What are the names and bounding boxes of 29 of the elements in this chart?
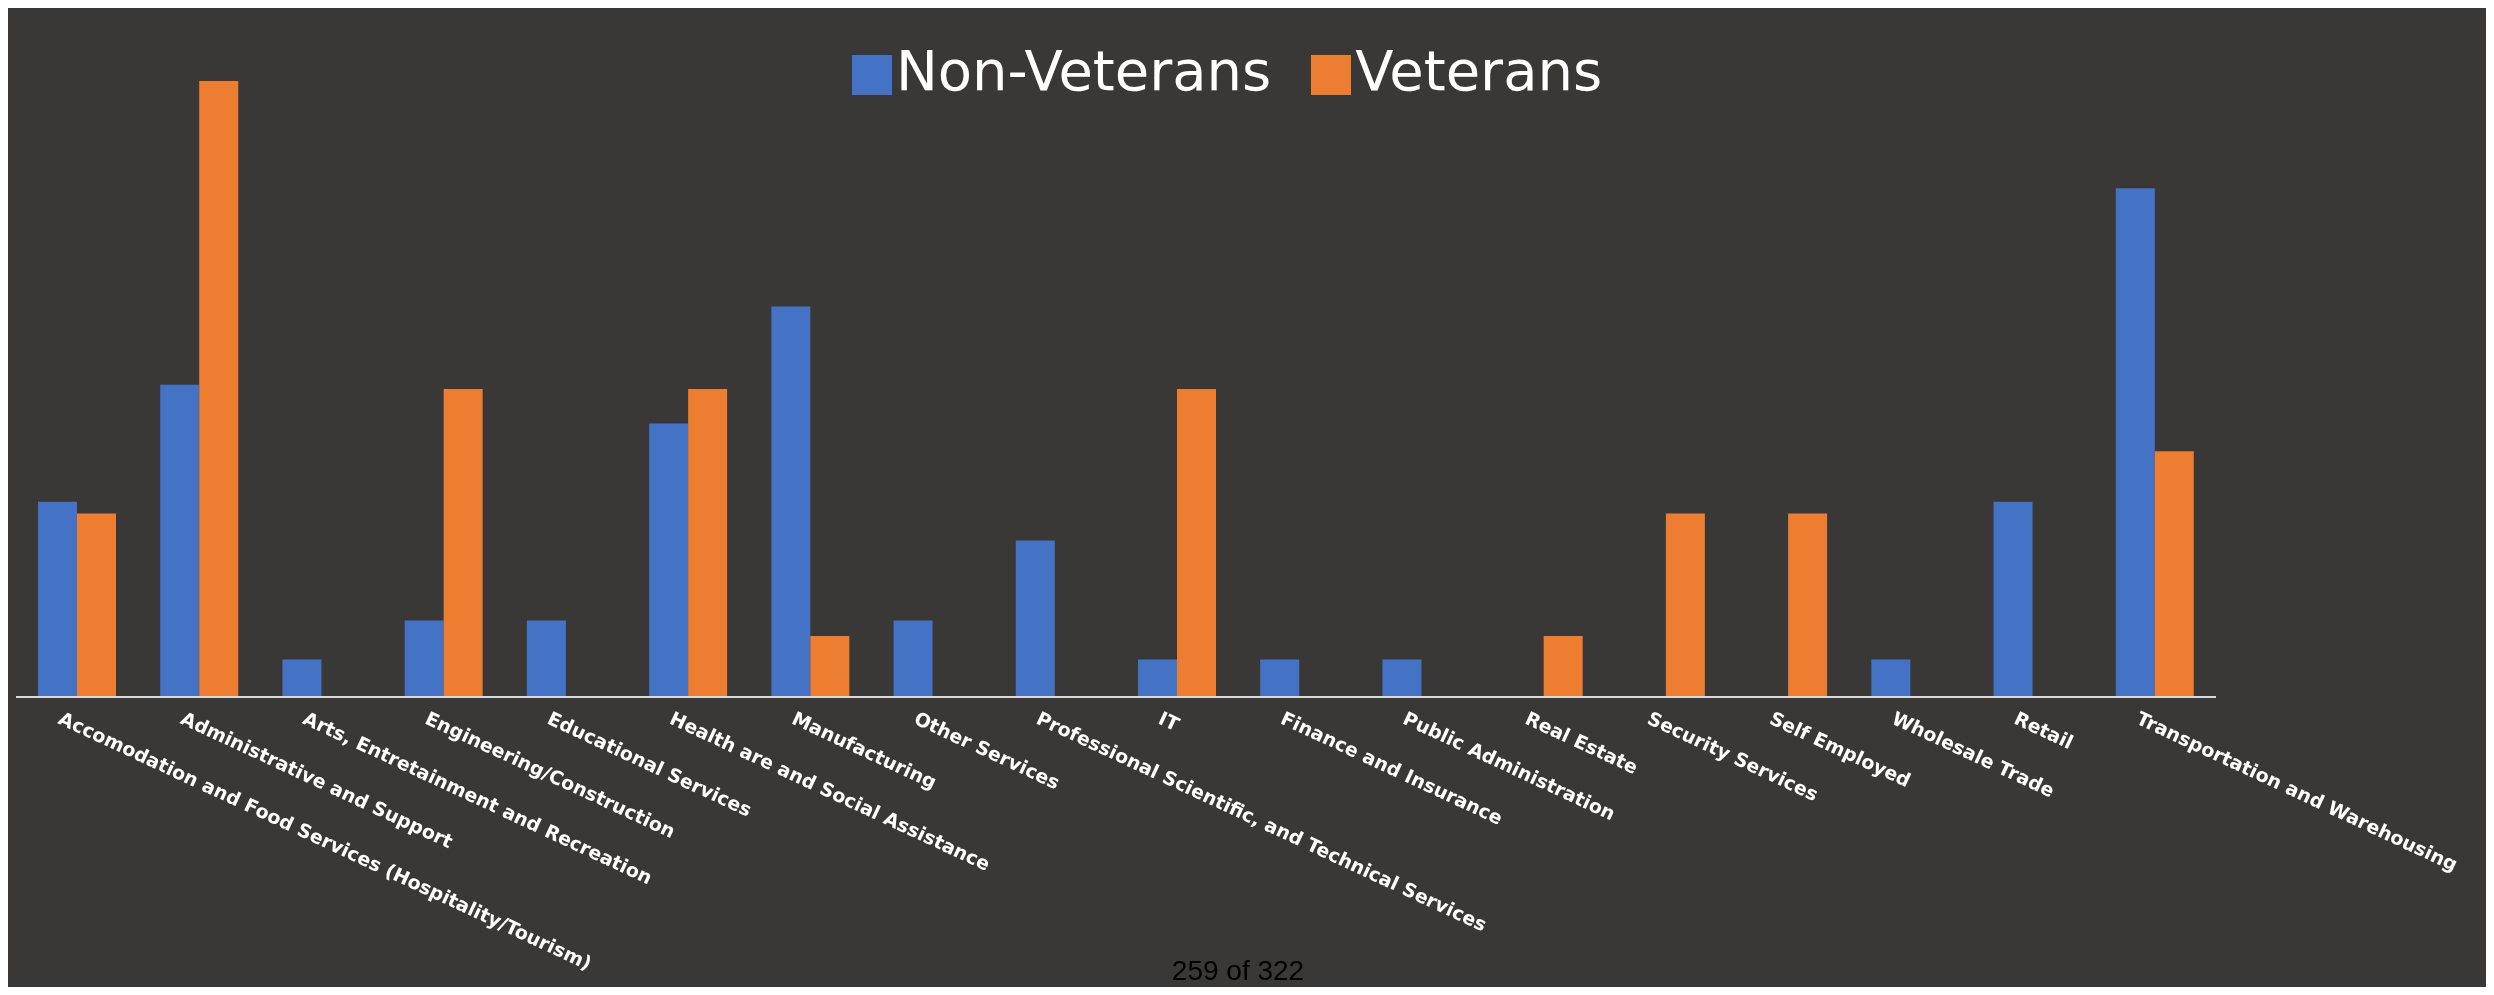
bar: [1260, 659, 1300, 697]
bar: [1177, 389, 1216, 697]
legend-label: Veterans: [1355, 38, 1603, 103]
bar: [77, 513, 116, 697]
bar: [404, 620, 444, 697]
bar: [1015, 540, 1055, 697]
bar: [1543, 636, 1583, 697]
bar: [526, 620, 566, 697]
bar: [1788, 513, 1828, 697]
x-tick-label: IT: [1155, 706, 1183, 736]
bar: [1993, 501, 2033, 697]
bar: [688, 389, 728, 697]
bar: [2154, 451, 2194, 697]
bar: [771, 306, 811, 697]
bar: [649, 423, 689, 697]
bar: [810, 636, 850, 697]
bar: [199, 81, 239, 697]
bar: [443, 389, 483, 697]
bar: [2115, 188, 2155, 697]
bar: [1871, 659, 1911, 697]
bar: [1138, 659, 1177, 697]
text: 259 of 322: [1171, 955, 1305, 986]
bar: [1665, 513, 1705, 697]
legend-label: Non-Veterans: [895, 38, 1272, 103]
bar: [893, 620, 933, 697]
bar: [282, 659, 322, 697]
bar: [160, 384, 200, 697]
bar: [1382, 659, 1422, 697]
bar: [38, 501, 77, 697]
